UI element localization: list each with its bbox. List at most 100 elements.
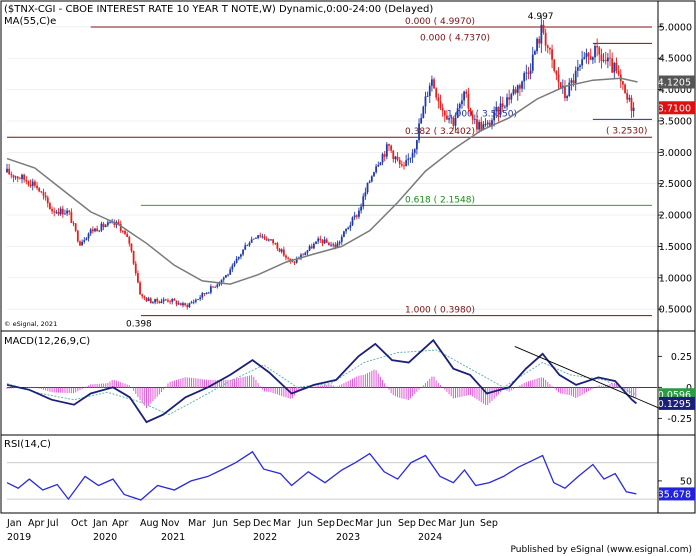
rsi-title: RSI(14,C) bbox=[4, 439, 51, 450]
price-candle-body bbox=[394, 156, 397, 160]
price-candle-body bbox=[349, 224, 352, 228]
price-candle-body bbox=[310, 246, 313, 249]
price-candle-body bbox=[332, 244, 335, 246]
price-candle-body bbox=[128, 237, 131, 244]
price-candle-body bbox=[74, 223, 77, 231]
price-candle-body bbox=[390, 145, 393, 151]
time-axis-year-label: 2022 bbox=[253, 532, 277, 543]
price-candle-body bbox=[585, 53, 588, 58]
price-candle-body bbox=[184, 303, 187, 306]
price-candle-body bbox=[422, 106, 425, 118]
rsi-y-axis: 50 bbox=[658, 476, 692, 487]
price-candle-body bbox=[555, 70, 558, 75]
price-candles bbox=[6, 15, 635, 310]
price-candle-body bbox=[559, 82, 562, 88]
price-candle-body bbox=[137, 273, 139, 283]
price-candle-body bbox=[478, 122, 481, 130]
time-axis-year-label: 2024 bbox=[418, 532, 442, 543]
price-candle-body bbox=[231, 265, 234, 270]
price-candle-body bbox=[265, 238, 268, 241]
price-candle-body bbox=[591, 57, 594, 60]
price-candle-body bbox=[255, 238, 257, 239]
price-candle-body bbox=[377, 165, 380, 167]
rsi-panel-frame bbox=[0, 434, 696, 514]
price-candle-body bbox=[574, 70, 577, 84]
price-candle-body bbox=[409, 157, 412, 159]
time-axis-month-label: Sep bbox=[480, 518, 498, 529]
price-candle-body bbox=[304, 252, 307, 256]
price-candle-body bbox=[259, 235, 262, 237]
price-candle-body bbox=[486, 122, 489, 125]
time-axis-month-label: Jun bbox=[459, 518, 475, 529]
rsi-y-tick-label: 50 bbox=[680, 476, 692, 487]
price-candle-body bbox=[261, 236, 264, 238]
time-axis-month-label: Jun bbox=[376, 518, 392, 529]
price-candle-body bbox=[201, 293, 204, 298]
time-axis-month-label: Nov bbox=[161, 518, 180, 529]
macd-current-labels: -0.0596-0.1295 bbox=[654, 388, 695, 410]
price-candle-body bbox=[622, 81, 624, 85]
price-gridlines bbox=[7, 26, 657, 310]
price-candle-body bbox=[319, 238, 322, 240]
price-candle-body bbox=[61, 208, 64, 215]
price-candle-body bbox=[523, 73, 526, 82]
rsi-current-label-box bbox=[659, 487, 695, 501]
price-candle-body bbox=[171, 299, 174, 302]
fib-level-label: 0.618 ( 2.1548) bbox=[405, 195, 475, 205]
price-candle-body bbox=[538, 38, 541, 44]
price-candle-body bbox=[312, 243, 315, 249]
price-candle-body bbox=[499, 103, 502, 115]
time-axis-month-label: Dec bbox=[418, 518, 436, 529]
price-candle-body bbox=[121, 231, 124, 232]
price-candle-body bbox=[79, 241, 81, 246]
price-candle-body bbox=[426, 96, 429, 97]
price-candle-body bbox=[321, 239, 324, 244]
price-candle-body bbox=[613, 62, 616, 73]
price-y-tick-label: 1.5000 bbox=[659, 242, 692, 253]
time-axis-month-label: Sep bbox=[233, 518, 251, 529]
price-candle-body bbox=[81, 241, 84, 246]
price-candle-body bbox=[630, 97, 633, 111]
price-candle-body bbox=[16, 176, 19, 179]
price-y-tick-label: 4.5000 bbox=[659, 54, 692, 65]
rsi-current-label-text: 35.678 bbox=[658, 489, 691, 500]
price-candle-body bbox=[381, 154, 384, 163]
price-extreme-annotation: 4.997 bbox=[528, 12, 554, 22]
price-candle-body bbox=[164, 299, 167, 301]
price-candle-body bbox=[518, 85, 521, 89]
price-candle-body bbox=[72, 222, 75, 224]
price-candle-body bbox=[104, 225, 107, 228]
price-candle-body bbox=[182, 303, 184, 306]
price-candle-body bbox=[233, 262, 236, 266]
price-candle-body bbox=[227, 274, 229, 276]
price-candle-body bbox=[534, 51, 536, 55]
price-candle-body bbox=[289, 258, 292, 262]
price-candle-body bbox=[609, 57, 611, 59]
price-candle-body bbox=[29, 184, 32, 186]
price-candle-body bbox=[130, 243, 133, 251]
price-candle-body bbox=[385, 144, 388, 157]
price-candle-body bbox=[36, 185, 38, 189]
price-candle-body bbox=[471, 114, 474, 120]
price-candle-body bbox=[566, 96, 569, 99]
macd-current-label-text: -0.0596 bbox=[654, 390, 691, 401]
price-candle-body bbox=[267, 239, 270, 241]
price-candle-body bbox=[536, 38, 538, 52]
price-candle-body bbox=[343, 231, 345, 237]
fib-level-label: 1.000 ( 3.5250) bbox=[447, 109, 517, 119]
time-axis-month-label: Jan bbox=[6, 518, 22, 529]
price-candle-body bbox=[85, 238, 88, 241]
price-candle-body bbox=[491, 120, 493, 127]
price-candle-body bbox=[188, 303, 191, 308]
price-candle-body bbox=[403, 165, 405, 167]
price-candle-body bbox=[602, 60, 605, 61]
price-candle-body bbox=[435, 88, 438, 98]
price-candle-body bbox=[139, 282, 141, 295]
price-candle-body bbox=[557, 74, 560, 83]
price-candle-body bbox=[551, 49, 553, 60]
price-candle-body bbox=[197, 299, 199, 300]
price-candle-body bbox=[246, 245, 249, 247]
price-candle-body bbox=[263, 236, 266, 239]
price-y-axis: 5.0000 4.5000 4.0000 3.5000 3.0000 2.5000 2.00… bbox=[658, 22, 692, 316]
price-candle-body bbox=[628, 97, 631, 100]
